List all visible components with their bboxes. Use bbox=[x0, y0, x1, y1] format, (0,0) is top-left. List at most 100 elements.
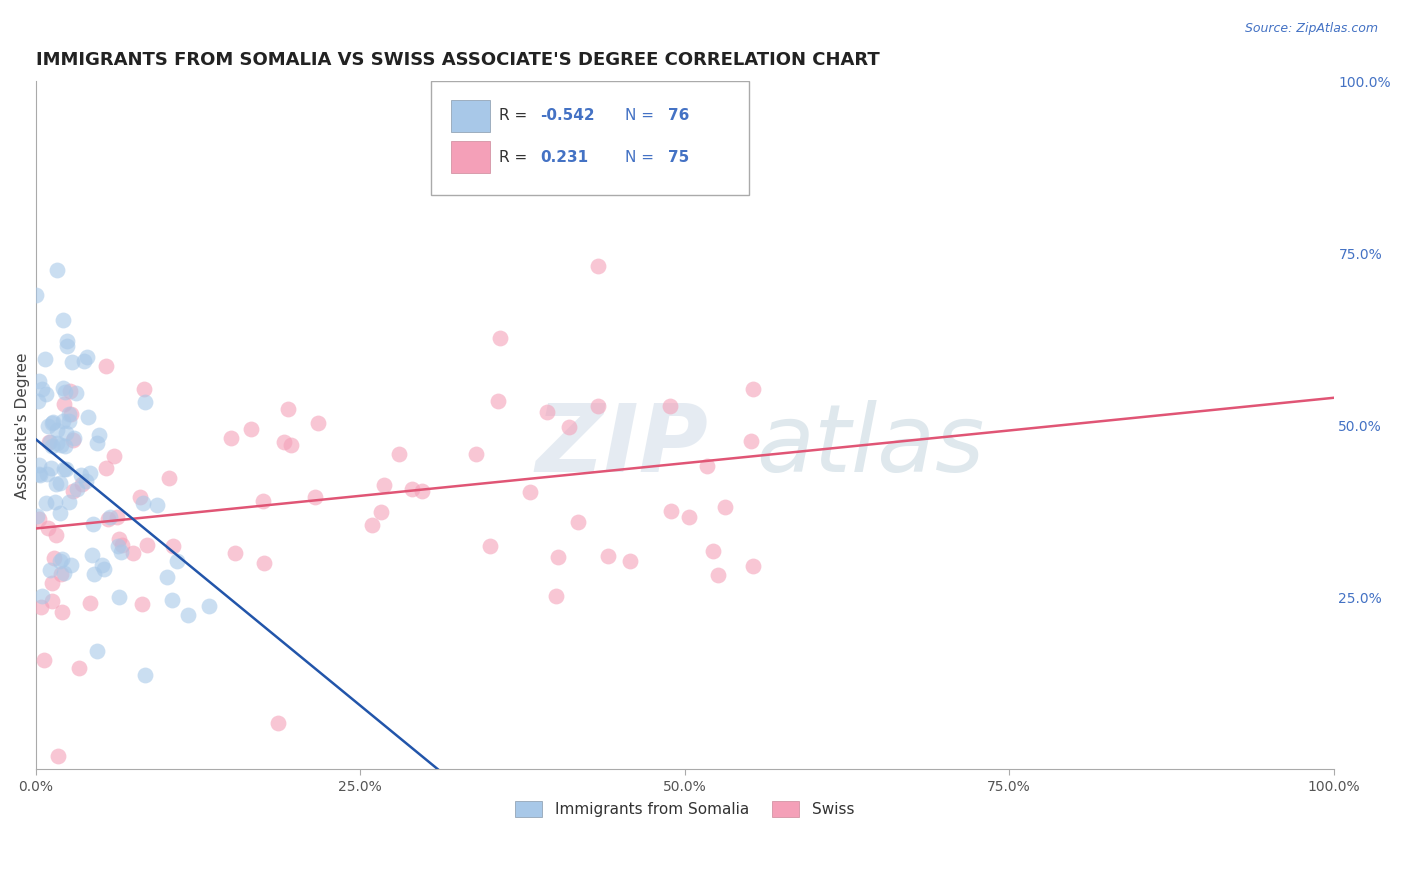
Point bbox=[91, 558, 114, 572]
Point bbox=[55, 462, 77, 476]
Point bbox=[86, 644, 108, 658]
Point bbox=[128, 490, 150, 504]
Point bbox=[86, 435, 108, 450]
Point bbox=[586, 399, 609, 413]
Point bbox=[38, 434, 60, 449]
Text: -0.542: -0.542 bbox=[540, 108, 595, 123]
Point bbox=[45, 477, 67, 491]
Point bbox=[103, 450, 125, 464]
Text: R =: R = bbox=[499, 150, 531, 164]
Point bbox=[37, 418, 59, 433]
Point bbox=[44, 495, 66, 509]
Point bbox=[41, 439, 63, 453]
Text: N =: N = bbox=[624, 150, 658, 164]
Text: N =: N = bbox=[624, 108, 658, 123]
Point bbox=[105, 509, 128, 524]
Point bbox=[134, 395, 156, 409]
Point bbox=[157, 470, 180, 484]
Point bbox=[277, 401, 299, 416]
FancyBboxPatch shape bbox=[432, 81, 749, 194]
Point bbox=[49, 506, 72, 520]
Point bbox=[53, 439, 76, 453]
Point bbox=[37, 521, 59, 535]
Point bbox=[411, 483, 433, 498]
Point bbox=[401, 483, 423, 497]
Point bbox=[52, 381, 75, 395]
Point bbox=[544, 589, 567, 603]
Point bbox=[72, 476, 94, 491]
Y-axis label: Associate's Degree: Associate's Degree bbox=[15, 352, 30, 499]
Point bbox=[370, 505, 392, 519]
Point bbox=[75, 475, 97, 489]
Point bbox=[31, 589, 53, 603]
Point bbox=[80, 548, 103, 562]
Point bbox=[53, 462, 76, 476]
Text: Source: ZipAtlas.com: Source: ZipAtlas.com bbox=[1244, 22, 1378, 36]
Point bbox=[49, 438, 72, 452]
Point bbox=[59, 384, 82, 399]
Point bbox=[60, 407, 83, 421]
Point bbox=[41, 415, 63, 429]
Point bbox=[56, 339, 79, 353]
Point bbox=[239, 422, 262, 436]
Point bbox=[45, 263, 67, 277]
Point bbox=[93, 562, 115, 576]
Point bbox=[98, 510, 121, 524]
Point bbox=[219, 431, 242, 445]
Point bbox=[94, 460, 117, 475]
Point bbox=[25, 288, 48, 302]
Point bbox=[659, 399, 682, 413]
Point bbox=[35, 387, 58, 401]
Point bbox=[59, 558, 82, 573]
Point bbox=[702, 544, 724, 558]
Point bbox=[34, 352, 56, 367]
Point bbox=[742, 559, 765, 574]
Point bbox=[131, 598, 153, 612]
Point bbox=[67, 661, 90, 675]
Point bbox=[42, 550, 65, 565]
Point bbox=[34, 653, 56, 667]
Point bbox=[87, 428, 110, 442]
Point bbox=[53, 397, 76, 411]
Text: 0.231: 0.231 bbox=[540, 150, 589, 164]
Point bbox=[567, 516, 589, 530]
Text: 75: 75 bbox=[668, 150, 689, 164]
Point bbox=[558, 420, 581, 434]
Point bbox=[486, 394, 509, 409]
Point bbox=[28, 467, 51, 482]
Point bbox=[107, 539, 129, 553]
Point bbox=[519, 484, 541, 499]
Point bbox=[53, 384, 76, 399]
Point bbox=[586, 259, 609, 273]
Point bbox=[51, 552, 73, 566]
Point bbox=[132, 496, 155, 510]
Point bbox=[198, 599, 221, 614]
Point bbox=[73, 354, 96, 368]
Point bbox=[52, 414, 75, 428]
Point bbox=[49, 554, 72, 568]
Point bbox=[156, 570, 179, 584]
Point bbox=[49, 475, 72, 490]
Point bbox=[307, 416, 329, 430]
Point bbox=[41, 416, 63, 430]
Point bbox=[107, 532, 129, 546]
Point bbox=[37, 467, 59, 481]
Point bbox=[536, 405, 558, 419]
Point bbox=[58, 414, 80, 428]
Point bbox=[39, 563, 62, 577]
Point bbox=[31, 382, 53, 396]
Point bbox=[79, 466, 101, 480]
Point bbox=[28, 467, 51, 481]
Point bbox=[94, 359, 117, 373]
Point bbox=[28, 512, 51, 526]
Point bbox=[707, 567, 730, 582]
Point bbox=[52, 566, 75, 580]
Text: IMMIGRANTS FROM SOMALIA VS SWISS ASSOCIATE'S DEGREE CORRELATION CHART: IMMIGRANTS FROM SOMALIA VS SWISS ASSOCIA… bbox=[35, 51, 879, 69]
Point bbox=[388, 447, 411, 461]
Point bbox=[108, 590, 131, 604]
Point bbox=[146, 498, 169, 512]
Point bbox=[252, 493, 274, 508]
Text: 76: 76 bbox=[668, 108, 689, 123]
Point bbox=[83, 566, 105, 581]
Point bbox=[696, 459, 718, 474]
